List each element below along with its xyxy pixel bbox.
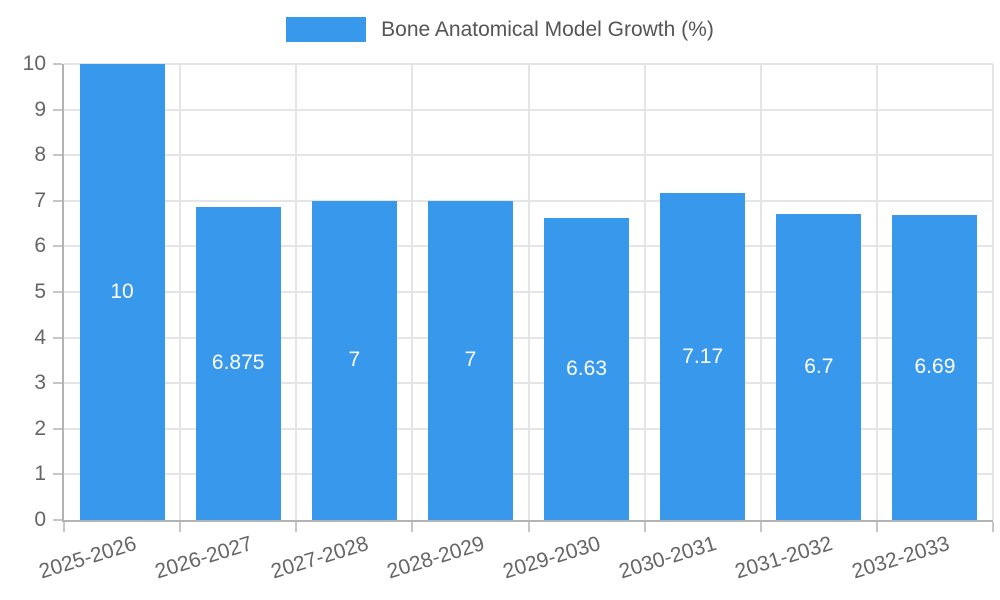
bar[interactable]: 7 <box>311 200 397 520</box>
y-tick-label: 9 <box>34 97 46 121</box>
v-gridline <box>179 64 182 520</box>
bar-value-label: 6.7 <box>804 355 834 379</box>
bar-value-label: 10 <box>110 280 134 303</box>
y-tick <box>53 245 62 248</box>
v-gridline <box>759 64 762 520</box>
y-tick <box>53 427 62 430</box>
x-tick-label: 2026-2027 <box>152 532 255 584</box>
legend: Bone Anatomical Model Growth (%) <box>0 17 1000 42</box>
x-tick-label: 2027-2028 <box>268 532 372 584</box>
y-tick-label: 1 <box>34 462 46 486</box>
legend-item[interactable]: Bone Anatomical Model Growth (%) <box>286 17 714 42</box>
bar-value-label: 6.63 <box>566 356 607 380</box>
legend-swatch <box>286 17 367 42</box>
x-tick <box>63 522 65 532</box>
v-gridline <box>643 64 646 520</box>
y-tick <box>53 63 62 65</box>
y-tick <box>53 154 62 157</box>
y-tick <box>53 336 62 339</box>
bar-value-label: 7.17 <box>682 344 724 368</box>
x-tick <box>527 522 530 532</box>
y-tick-label: 5 <box>34 280 46 303</box>
bar[interactable]: 6.69 <box>892 214 978 520</box>
y-tick-label: 8 <box>34 143 46 167</box>
y-tick <box>53 108 62 111</box>
x-tick <box>411 522 414 532</box>
bar-value-label: 6.69 <box>914 355 956 379</box>
legend-label: Bone Anatomical Model Growth (%) <box>381 17 714 41</box>
x-tick-label: 2031-2032 <box>732 532 836 584</box>
x-tick <box>875 522 878 532</box>
v-gridline <box>527 64 530 520</box>
bar-value-label: 6.875 <box>211 351 265 375</box>
bar-value-label: 7 <box>348 348 361 372</box>
bar[interactable]: 6.7 <box>776 214 862 520</box>
x-tick-label: 2032-2033 <box>848 532 952 584</box>
v-gridline <box>992 64 994 520</box>
y-tick-label: 7 <box>34 188 46 212</box>
x-tick-label: 2025-2026 <box>36 532 139 584</box>
bar[interactable]: 7 <box>427 200 513 520</box>
x-tick-label: 2028-2029 <box>384 532 488 584</box>
bar[interactable]: 6.875 <box>195 206 281 520</box>
y-tick <box>53 382 62 385</box>
bar[interactable]: 7.17 <box>660 193 746 520</box>
v-gridline <box>295 64 298 520</box>
bar[interactable]: 6.63 <box>544 217 630 520</box>
y-tick-label: 3 <box>34 371 46 395</box>
y-tick-label: 10 <box>22 52 46 75</box>
bar[interactable]: 10 <box>79 64 165 520</box>
bar-value-label: 7 <box>464 348 477 372</box>
y-tick-label: 4 <box>34 325 46 349</box>
v-gridline <box>875 64 878 520</box>
x-tick-label: 2030-2031 <box>616 532 720 584</box>
x-tick <box>643 522 646 532</box>
plot-area: 0 1 2 3 4 5 6 7 8 9 10 10 6.875 7 7 6.63 7.17 6.7 6.69 2025… <box>23 52 994 583</box>
y-tick-label: 0 <box>34 508 46 531</box>
y-tick-label: 2 <box>34 416 46 440</box>
y-tick <box>53 519 62 521</box>
x-tick <box>759 522 762 532</box>
y-tick-label: 6 <box>34 234 46 258</box>
x-tick <box>179 522 182 532</box>
x-tick <box>992 522 994 532</box>
v-gridline <box>411 64 414 520</box>
y-tick <box>53 199 62 202</box>
y-tick <box>53 291 62 293</box>
x-tick <box>295 522 298 532</box>
x-tick-label: 2029-2030 <box>500 532 604 584</box>
y-tick <box>53 473 62 476</box>
